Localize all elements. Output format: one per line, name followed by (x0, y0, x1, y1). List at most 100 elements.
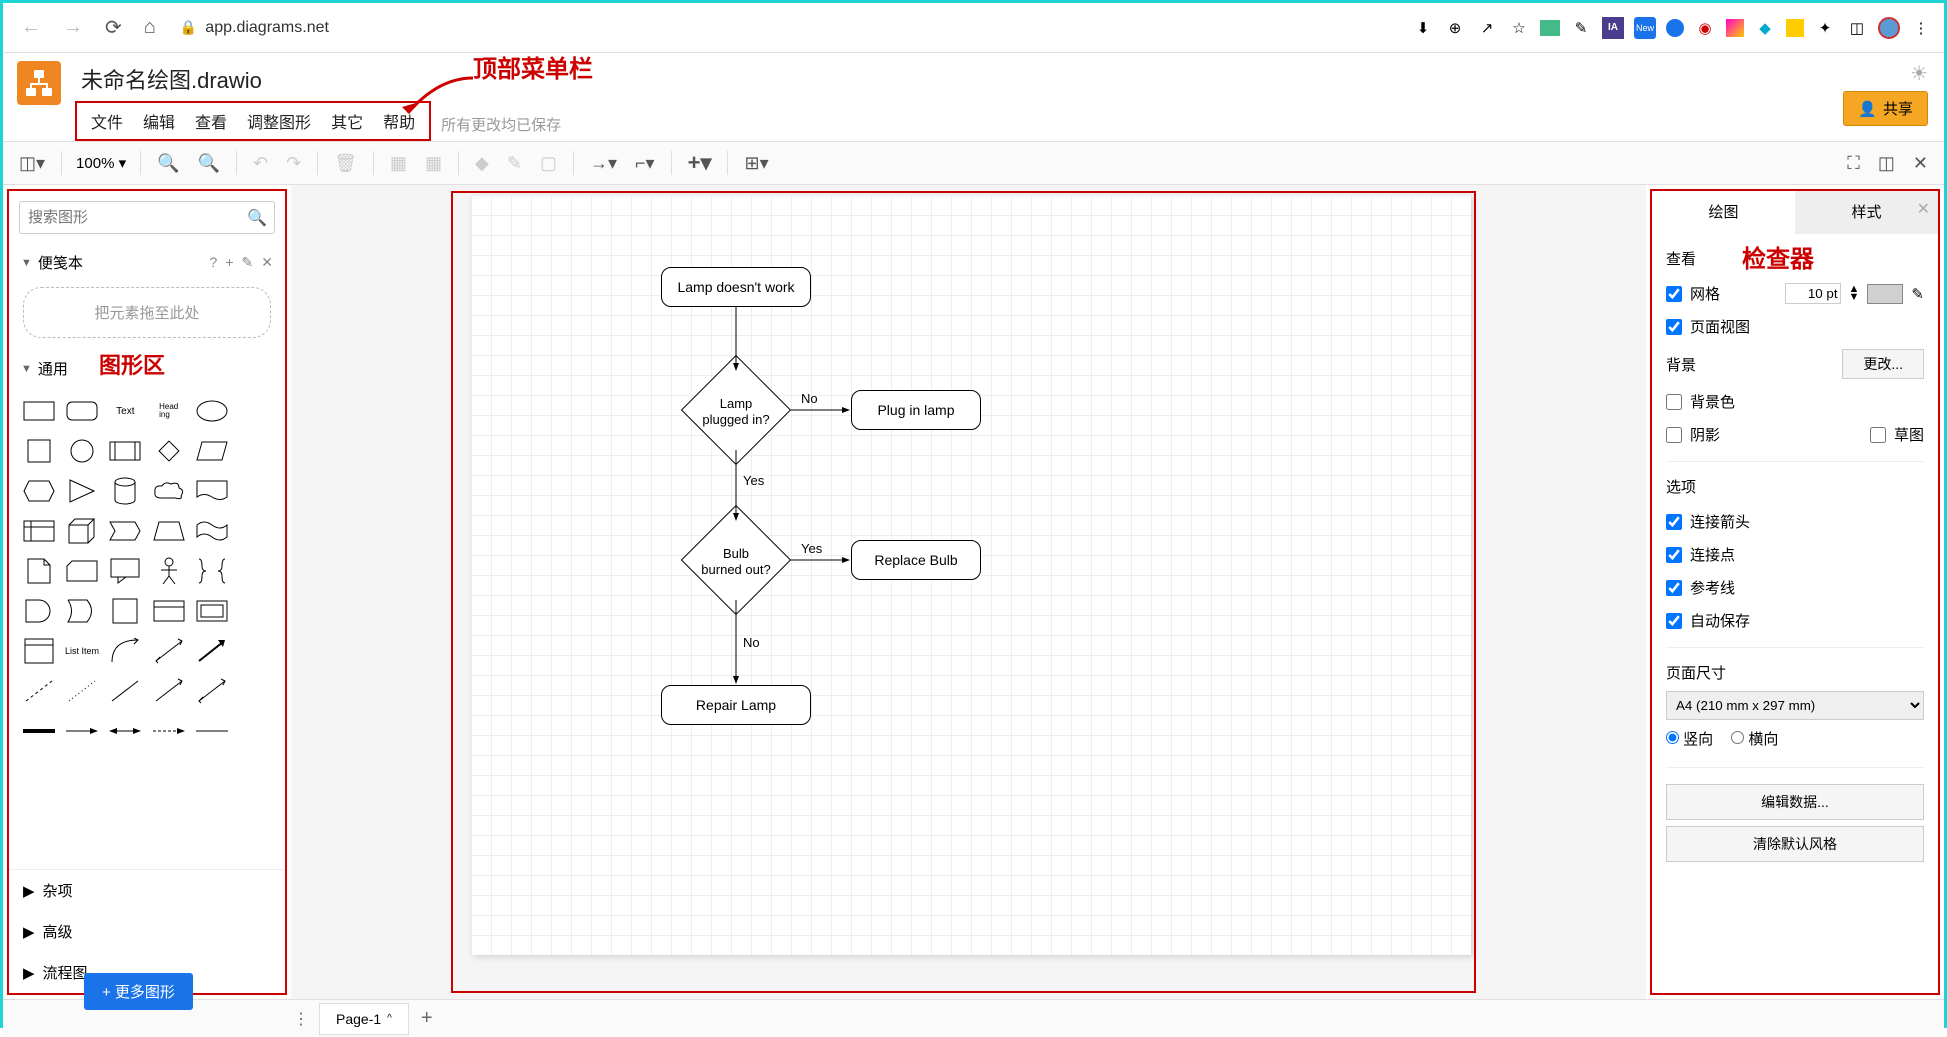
node-repair[interactable]: Repair Lamp (661, 685, 811, 725)
shape-dot[interactable] (62, 673, 101, 709)
shape-step[interactable] (106, 513, 145, 549)
shape-square[interactable] (19, 433, 58, 469)
shape-cloud[interactable] (149, 473, 188, 509)
zoom-in-icon[interactable]: 🔍 (151, 149, 185, 178)
shape-curve[interactable] (106, 633, 145, 669)
shape-cube[interactable] (62, 513, 101, 549)
landscape-radio[interactable] (1731, 731, 1744, 744)
page-menu-icon[interactable]: ⋮ (283, 1003, 319, 1035)
table-icon[interactable]: ⊞▾ (738, 149, 774, 178)
menu-file[interactable]: 文件 (81, 105, 133, 137)
shape-blank2[interactable] (236, 433, 275, 469)
node-plugged[interactable]: Lampplugged in? (681, 370, 791, 450)
ext-record[interactable]: ◉ (1694, 17, 1716, 39)
shape-blank7[interactable] (236, 633, 275, 669)
help-icon[interactable]: ? (210, 254, 218, 271)
shape-line3[interactable] (192, 673, 231, 709)
ext-yellow[interactable] (1786, 19, 1804, 37)
guides-checkbox[interactable] (1666, 580, 1682, 596)
shape-conn4[interactable] (192, 713, 231, 749)
url-bar[interactable]: 🔒 app.diagrams.net (180, 19, 329, 37)
shape-line1[interactable] (106, 673, 145, 709)
grid-color-swatch[interactable] (1867, 284, 1903, 304)
shape-frame[interactable] (192, 593, 231, 629)
shape-text[interactable]: Text (106, 393, 145, 429)
ext-1[interactable] (1540, 20, 1560, 36)
category-misc[interactable]: ▶杂项 (9, 870, 285, 911)
puzzle-icon[interactable]: ✦ (1814, 17, 1836, 39)
page[interactable]: Lamp doesn't work Lampplugged in? Plug i… (471, 195, 1471, 955)
category-advanced[interactable]: ▶高级 (9, 911, 285, 952)
shape-actor[interactable] (149, 553, 188, 589)
menu-icon[interactable]: ⋮ (1910, 17, 1932, 39)
shape-trap[interactable] (149, 513, 188, 549)
shape-callout[interactable] (106, 553, 145, 589)
wand-icon[interactable]: ✎ (1570, 17, 1592, 39)
edit-color-icon[interactable]: ✎ (1911, 285, 1924, 303)
waypoint-icon[interactable]: ⌐▾ (629, 149, 661, 178)
shape-rrect[interactable] (62, 393, 101, 429)
add-page-button[interactable]: + (409, 1001, 445, 1036)
fullscreen-icon[interactable]: ⛶ (1841, 149, 1866, 178)
pagesize-select[interactable]: A4 (210 mm x 297 mm) (1666, 691, 1924, 720)
menu-view[interactable]: 查看 (185, 105, 237, 137)
change-bg-button[interactable]: 更改... (1842, 349, 1924, 379)
connection-icon[interactable]: →▾ (584, 149, 623, 178)
shape-tri[interactable] (62, 473, 101, 509)
close-scratch-icon[interactable]: ✕ (261, 254, 273, 271)
back-icon[interactable]: ← (15, 12, 47, 43)
page-tab-1[interactable]: Page-1^ (319, 1003, 409, 1035)
fill-icon[interactable]: ◆ (469, 149, 495, 178)
shape-doc[interactable] (192, 473, 231, 509)
clear-style-button[interactable]: 清除默认风格 (1666, 826, 1924, 862)
home-icon[interactable]: ⌂ (138, 12, 162, 43)
shape-circle[interactable] (62, 433, 101, 469)
install-icon[interactable]: ⊕ (1444, 17, 1466, 39)
redo-icon[interactable]: ↷ (280, 149, 307, 178)
portrait-radio[interactable] (1666, 731, 1679, 744)
shape-thick[interactable] (19, 713, 58, 749)
shape-note[interactable] (19, 553, 58, 589)
collapse-icon[interactable]: ✕ (1907, 149, 1934, 178)
shape-blank5[interactable] (236, 553, 275, 589)
share-button[interactable]: 👤共享 (1843, 91, 1928, 126)
node-start[interactable]: Lamp doesn't work (661, 267, 811, 307)
to-front-icon[interactable]: ▦ (384, 149, 413, 178)
add-scratch-icon[interactable]: + (225, 254, 233, 271)
shape-blank3[interactable] (236, 473, 275, 509)
shape-conn2[interactable] (106, 713, 145, 749)
shape-biarrow[interactable] (149, 633, 188, 669)
pageview-checkbox[interactable] (1666, 319, 1682, 335)
close-panel-icon[interactable]: ✕ (1917, 199, 1930, 219)
shape-list[interactable] (19, 633, 58, 669)
shape-curly[interactable] (192, 553, 231, 589)
shape-title[interactable] (149, 593, 188, 629)
download-icon[interactable]: ⬇ (1412, 17, 1434, 39)
more-shapes-button[interactable]: + 更多图形 (84, 973, 193, 1010)
shape-process[interactable] (106, 433, 145, 469)
connarrows-checkbox[interactable] (1666, 514, 1682, 530)
scratchpad-dropzone[interactable]: 把元素拖至此处 (23, 287, 271, 338)
reload-icon[interactable]: ⟳ (99, 11, 128, 44)
ext-drop[interactable]: ◆ (1754, 17, 1776, 39)
connpoints-checkbox[interactable] (1666, 547, 1682, 563)
panel-icon[interactable]: ◫ (1846, 17, 1868, 39)
shape-ellipse[interactable] (192, 393, 231, 429)
undo-icon[interactable]: ↶ (247, 149, 274, 178)
shape-blank4[interactable] (236, 513, 275, 549)
shape-or[interactable] (62, 593, 101, 629)
general-section[interactable]: ▼ 通用 图形区 (9, 350, 285, 387)
zoom-select[interactable]: 100% ▾ (72, 152, 130, 174)
shape-search-input[interactable] (19, 201, 275, 234)
theme-icon[interactable]: ☀ (1910, 61, 1928, 86)
node-bulb[interactable]: Bulbburned out? (681, 520, 791, 600)
document-title[interactable]: 未命名绘图.drawio (75, 61, 431, 97)
search-icon[interactable]: 🔍 (247, 208, 267, 228)
shape-tape[interactable] (192, 513, 231, 549)
menu-arrange[interactable]: 调整图形 (237, 105, 321, 137)
shape-datastore[interactable] (106, 593, 145, 629)
shape-and[interactable] (19, 593, 58, 629)
shadow-checkbox[interactable] (1666, 427, 1682, 443)
shape-blank6[interactable] (236, 593, 275, 629)
shape-listitem[interactable]: List Item (62, 633, 101, 669)
